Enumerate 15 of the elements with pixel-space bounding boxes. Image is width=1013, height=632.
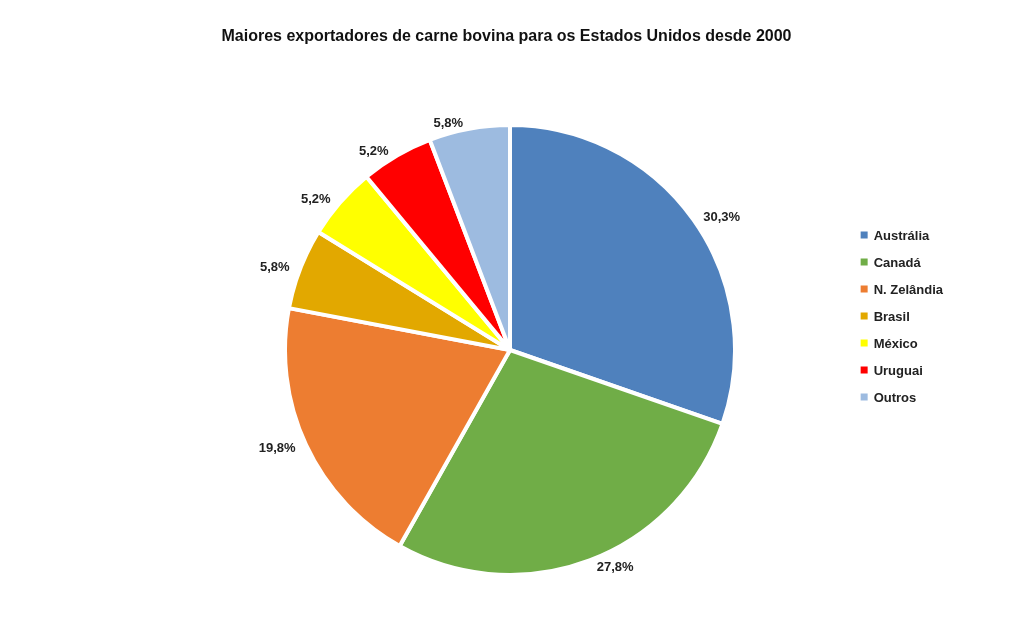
legend-label: Brasil <box>873 308 910 324</box>
chart-title: Maiores exportadores de carne bovina para os Estados Unidos desde 2000 <box>221 26 792 44</box>
legend-label: Canadá <box>873 254 922 270</box>
data-label: 5,8% <box>433 115 464 131</box>
data-label: 30,3% <box>703 208 741 224</box>
data-label: 27,8% <box>596 558 635 574</box>
legend-label: Uruguai <box>873 362 923 378</box>
legend-label: México <box>873 335 918 351</box>
legend-label: Outros <box>873 389 917 405</box>
legend-label: Austrália <box>873 227 931 243</box>
data-label: 19,8% <box>258 439 296 455</box>
data-label: 5,8% <box>259 259 291 275</box>
legend-label: N. Zelândia <box>873 281 944 297</box>
data-label: 5,2% <box>301 190 332 206</box>
data-label: 5,2% <box>358 143 389 158</box>
